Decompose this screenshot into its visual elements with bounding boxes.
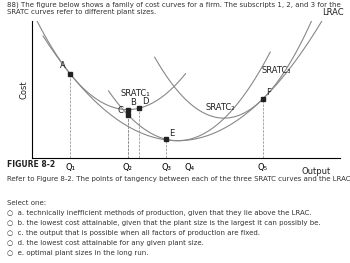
Text: C: C (118, 106, 124, 115)
Y-axis label: Cost: Cost (20, 80, 29, 99)
Text: Select one:: Select one: (7, 200, 46, 206)
Text: SRATC₁: SRATC₁ (121, 89, 150, 98)
Text: ○  b. the lowest cost attainable, given that the plant size is the largest it ca: ○ b. the lowest cost attainable, given t… (7, 220, 321, 226)
Text: SRATC₃: SRATC₃ (261, 66, 291, 75)
Text: 88) The figure below shows a family of cost curves for a firm. The subscripts 1,: 88) The figure below shows a family of c… (7, 1, 341, 15)
Text: SRATC₂: SRATC₂ (205, 103, 235, 112)
Text: ○  e. optimal plant sizes in the long run.: ○ e. optimal plant sizes in the long run… (7, 250, 148, 256)
Text: E: E (169, 129, 175, 138)
Text: ○  a. technically inefficient methods of production, given that they lie above t: ○ a. technically inefficient methods of … (7, 210, 312, 216)
Text: FIGURE 8-2: FIGURE 8-2 (7, 160, 55, 169)
Text: D: D (142, 98, 148, 107)
Text: Output: Output (301, 167, 330, 176)
Text: LRAC: LRAC (322, 8, 344, 17)
Text: F: F (266, 88, 271, 97)
Text: ○  d. the lowest cost attainable for any given plant size.: ○ d. the lowest cost attainable for any … (7, 240, 204, 246)
Text: ○  c. the output that is possible when all factors of production are fixed.: ○ c. the output that is possible when al… (7, 230, 260, 236)
Text: Refer to Figure 8-2. The points of tangency between each of the three SRATC curv: Refer to Figure 8-2. The points of tange… (7, 176, 350, 182)
Text: A: A (60, 61, 66, 70)
Text: B: B (131, 98, 137, 107)
